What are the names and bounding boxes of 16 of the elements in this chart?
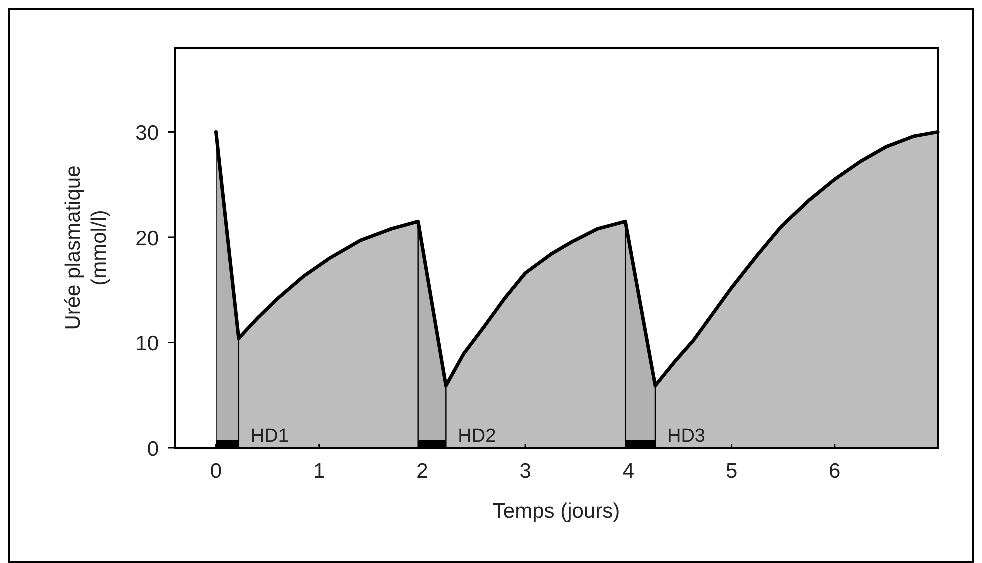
x-tick-label: 0	[210, 460, 222, 483]
x-tick-label: 2	[416, 460, 428, 483]
x-tick-label: 4	[622, 460, 635, 483]
y-tick-label: 10	[136, 332, 159, 356]
band-label: HD1	[250, 426, 289, 447]
x-axis-title: Temps (jours)	[492, 500, 620, 523]
x-tick-label: 3	[520, 460, 532, 483]
y-tick-label: 20	[136, 227, 159, 250]
x-tick-label: 6	[829, 460, 841, 483]
x-tick-label: 1	[314, 460, 326, 483]
y-axis-title: Urée plasmatique (mmol/l)	[62, 166, 111, 330]
band-label: HD3	[667, 426, 706, 447]
y-tick-label: 30	[136, 122, 159, 146]
band-label: HD2	[458, 426, 496, 447]
y-tick-label: 0	[147, 438, 159, 461]
x-tick-label: 5	[726, 460, 738, 483]
